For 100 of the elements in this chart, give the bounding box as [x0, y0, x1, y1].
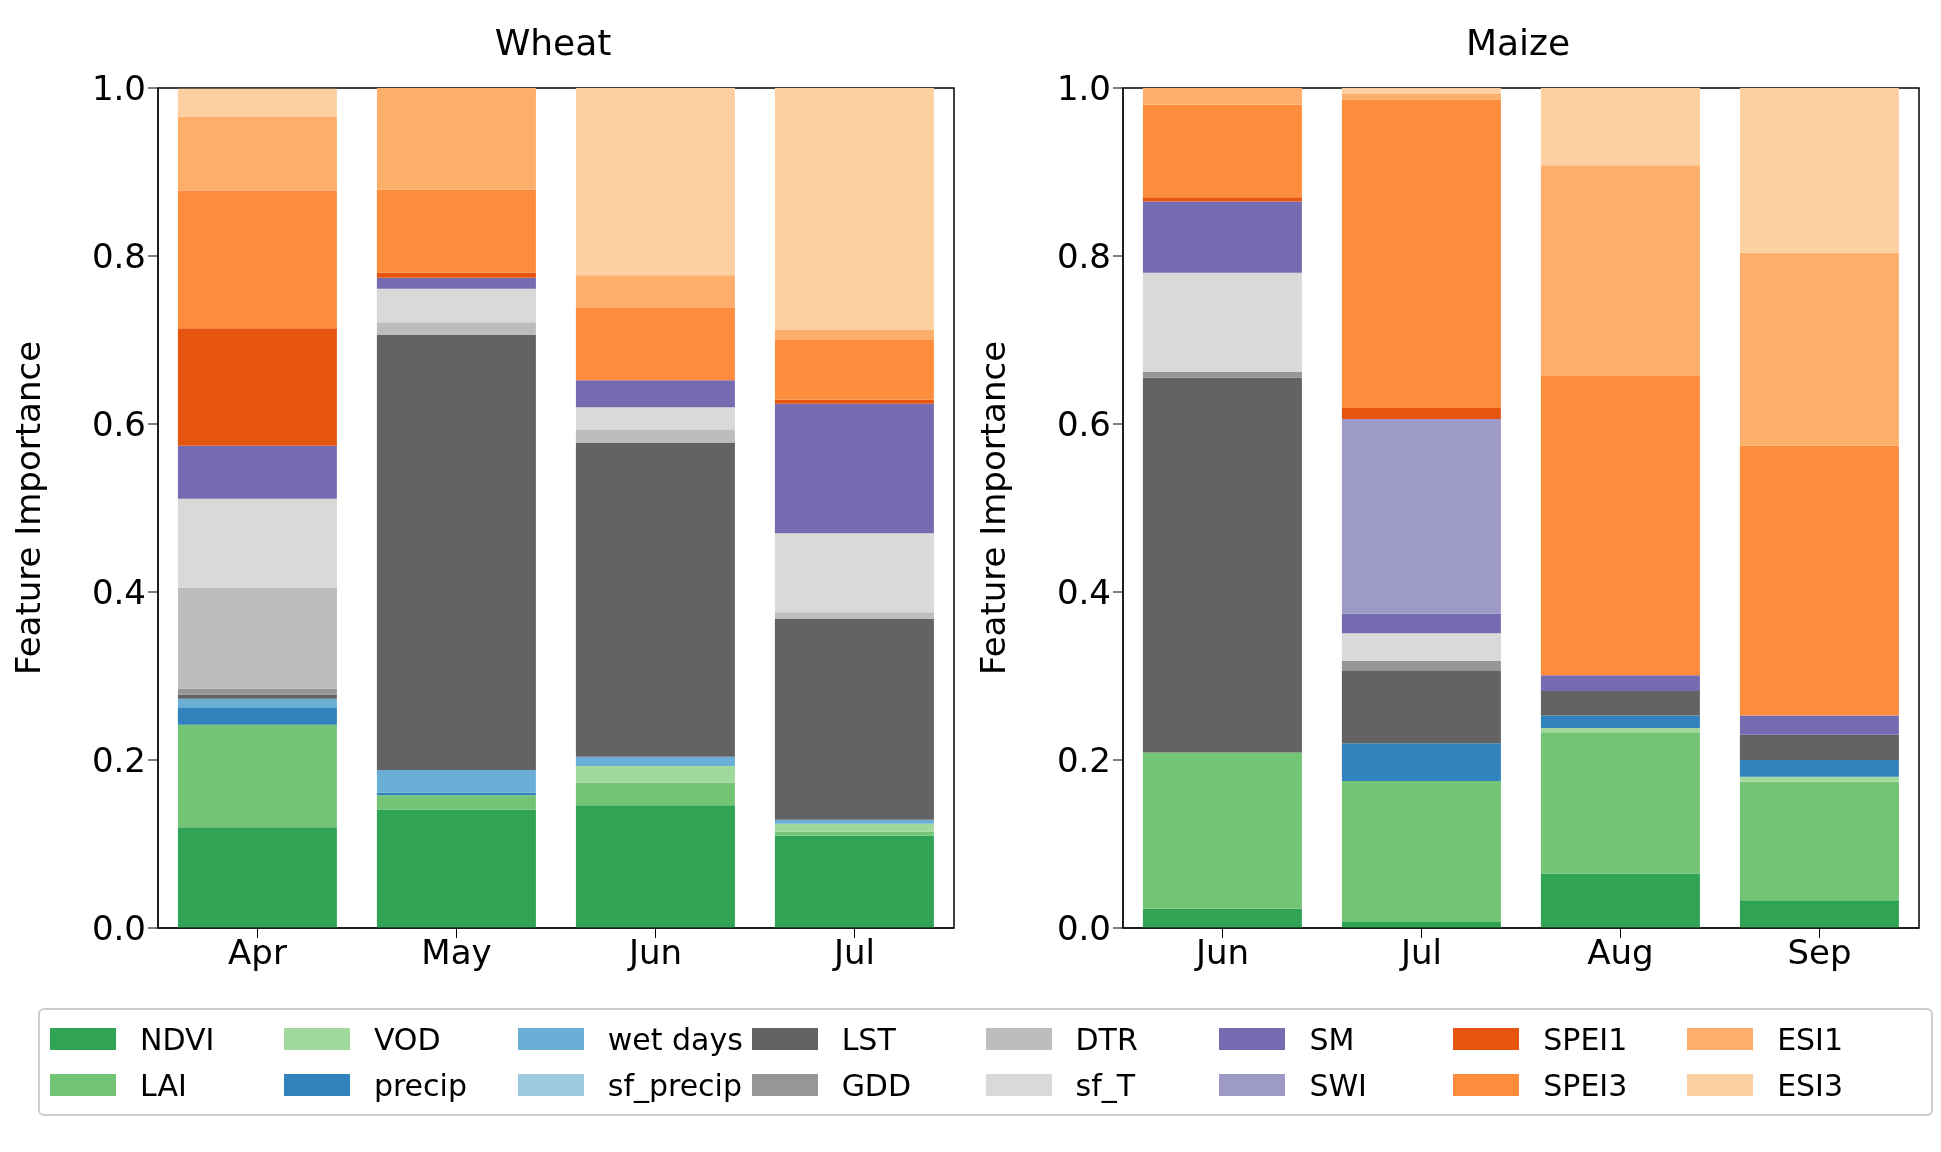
x-tick-label: Jul: [1398, 932, 1443, 973]
bar: [575, 407, 735, 430]
bar: [1142, 88, 1302, 105]
y-tick-label: 0.0: [1056, 908, 1111, 949]
y-tick-label: 0.6: [91, 404, 146, 445]
bar: [774, 831, 934, 836]
bar: [575, 308, 735, 381]
legend-label: LST: [841, 1021, 896, 1057]
y-axis-title: Feature Importance: [973, 340, 1014, 676]
y-tick-label: 0.4: [1056, 572, 1111, 613]
bar: [177, 724, 337, 828]
bar: [1739, 715, 1899, 735]
bar: [376, 272, 536, 278]
x-tick-label: May: [421, 932, 492, 973]
legend-label: SPEI3: [1543, 1067, 1628, 1103]
bar: [1341, 408, 1501, 419]
chart-title: Maize: [1464, 21, 1572, 65]
bar: [177, 445, 337, 499]
bar: [376, 88, 536, 190]
bar: [774, 88, 934, 330]
bar: [1341, 743, 1501, 781]
legend-label: LAI: [140, 1067, 187, 1103]
bar: [1540, 728, 1700, 733]
y-tick-label: 0.0: [91, 908, 146, 949]
bar: [575, 275, 735, 309]
chart-title: Wheat: [493, 21, 613, 65]
bar: [1540, 375, 1700, 676]
x-tick-label: Jun: [1193, 932, 1250, 973]
bar: [177, 827, 337, 928]
bar: [1739, 776, 1899, 782]
legend-label: wet days: [607, 1021, 743, 1057]
bar: [575, 442, 735, 757]
bar: [1142, 104, 1302, 198]
bar: [774, 823, 934, 832]
bar: [1341, 660, 1501, 671]
y-tick-label: 0.2: [91, 740, 146, 781]
bar: [774, 835, 934, 928]
bar: [774, 612, 934, 619]
bar: [177, 698, 337, 708]
y-tick-label: 0.6: [1056, 404, 1111, 445]
y-tick-label: 0.8: [91, 236, 146, 277]
legend-label: precip: [373, 1067, 467, 1103]
bar: [376, 288, 536, 323]
bar: [1341, 613, 1501, 634]
y-tick-label: 1.0: [91, 68, 146, 109]
bar: [575, 88, 735, 276]
bar: [1540, 691, 1700, 716]
bar: [1540, 165, 1700, 376]
bar: [774, 533, 934, 613]
bar: [575, 765, 735, 783]
bar: [1142, 377, 1302, 753]
bar: [1341, 670, 1501, 744]
bar: [376, 809, 536, 928]
bar: [774, 403, 934, 534]
bar: [1540, 88, 1700, 166]
bar: [1142, 752, 1302, 909]
bar: [575, 429, 735, 443]
bar: [774, 819, 934, 824]
bar: [1341, 88, 1501, 94]
bar: [177, 707, 337, 725]
legend-label: sf_T: [1075, 1067, 1136, 1103]
bar: [376, 770, 536, 793]
bar: [774, 618, 934, 820]
x-tick-label: Jul: [831, 932, 876, 973]
y-tick-label: 0.4: [91, 572, 146, 613]
bar: [1341, 781, 1501, 923]
bar: [774, 340, 934, 400]
bar: [1739, 445, 1899, 716]
bar: [177, 328, 337, 446]
bar: [177, 694, 337, 699]
bar: [1341, 418, 1501, 614]
bar: [1540, 675, 1700, 692]
legend-label: sf_precip: [607, 1067, 742, 1103]
bar: [1739, 734, 1899, 760]
bar: [575, 805, 735, 928]
bar: [1540, 732, 1700, 874]
bar: [1341, 633, 1501, 661]
bar: [177, 88, 337, 117]
y-tick-label: 0.2: [1056, 740, 1111, 781]
bar: [1341, 93, 1501, 100]
x-tick-label: Apr: [228, 932, 287, 973]
bar: [1540, 873, 1700, 928]
bar: [376, 277, 536, 289]
legend-label: SM: [1309, 1021, 1355, 1057]
y-tick-label: 1.0: [1056, 68, 1111, 109]
bar: [575, 756, 735, 766]
bar: [1142, 201, 1302, 273]
legend-label: ESI3: [1777, 1067, 1844, 1103]
bar: [1142, 371, 1302, 378]
bar: [376, 334, 536, 771]
bar: [376, 322, 536, 335]
legend-label: GDD: [841, 1067, 912, 1103]
bar: [177, 116, 337, 191]
bar: [1739, 781, 1899, 901]
bar: [1739, 88, 1899, 253]
bar: [376, 189, 536, 273]
bar: [1142, 197, 1302, 202]
bar: [1142, 908, 1302, 928]
legend-label: DTR: [1075, 1021, 1138, 1057]
x-tick-label: Jun: [626, 932, 683, 973]
